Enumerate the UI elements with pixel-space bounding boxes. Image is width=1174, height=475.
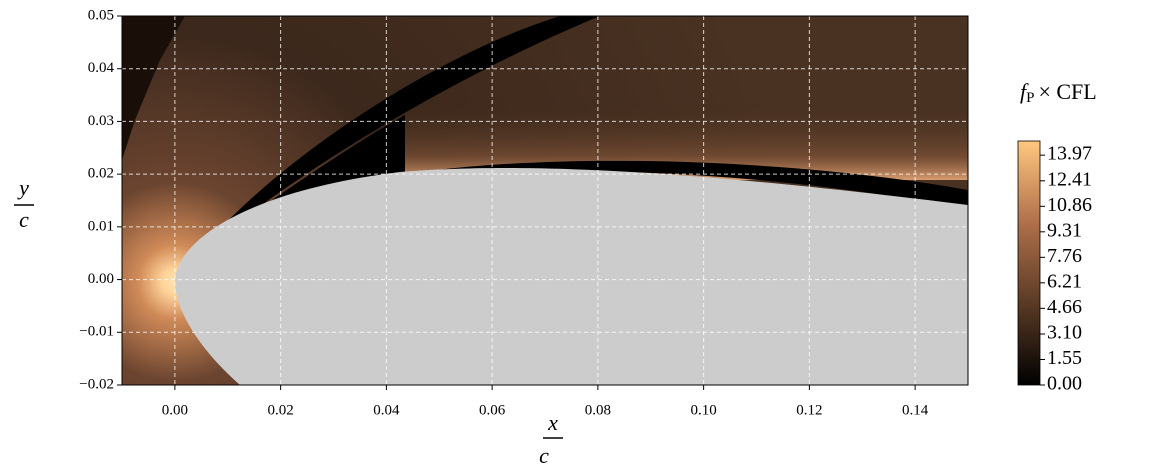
y-tick-label: −0.01 — [79, 324, 114, 340]
x-tick-label: 0.06 — [479, 402, 506, 418]
x-label-num: x — [547, 410, 558, 435]
x-tick-label: 0.12 — [796, 402, 822, 418]
x-tick-label: 0.00 — [162, 402, 188, 418]
colorbar-tick-label: 7.76 — [1047, 245, 1082, 267]
colorbar-label-rest: × CFL — [1038, 79, 1096, 104]
plot-frame — [121, 15, 969, 386]
colorbar-label: fP × CFL — [1020, 79, 1097, 106]
y-tick-label: 0.00 — [88, 271, 114, 287]
x-tick-label: 0.04 — [373, 402, 400, 418]
y-label-num: y — [17, 175, 29, 200]
field — [122, 16, 968, 385]
y-label-den: c — [19, 207, 29, 232]
colorbar-tick-label: 3.10 — [1047, 322, 1082, 344]
x-tick-label: 0.02 — [268, 402, 294, 418]
x-tick-label: 0.14 — [902, 402, 929, 418]
colorbar-tick-label: 0.00 — [1047, 373, 1082, 395]
y-tick-label: 0.03 — [88, 113, 114, 129]
y-tick-label: 0.05 — [88, 7, 114, 23]
field-dark-corner — [122, 16, 185, 160]
x-label-den: c — [539, 443, 549, 468]
x-tick-label: 0.10 — [691, 402, 717, 418]
boundary-layer — [400, 160, 968, 210]
colorbar-tick-label: 6.21 — [1047, 270, 1082, 292]
colorbar-label-base: f — [1020, 79, 1029, 104]
colorbar-tick-label: 13.97 — [1047, 143, 1092, 165]
colorbar-tick-label: 10.86 — [1047, 194, 1092, 216]
y-tick-label: 0.02 — [88, 166, 114, 182]
y-tick-label: −0.02 — [79, 376, 114, 392]
y-tick-label: 0.01 — [88, 218, 114, 234]
x-tick-label: 0.08 — [585, 402, 611, 418]
colorbar-label-sub: P — [1026, 90, 1034, 106]
colorbar-tick-label: 9.31 — [1047, 219, 1082, 241]
airfoil — [175, 168, 968, 385]
y-tick-label: 0.04 — [88, 60, 115, 76]
colorbar — [1017, 140, 1041, 386]
colorbar-tick-label: 1.55 — [1047, 347, 1082, 369]
colorbar-tick-label: 4.66 — [1047, 296, 1082, 318]
colorbar-tick-label: 12.41 — [1047, 168, 1092, 190]
